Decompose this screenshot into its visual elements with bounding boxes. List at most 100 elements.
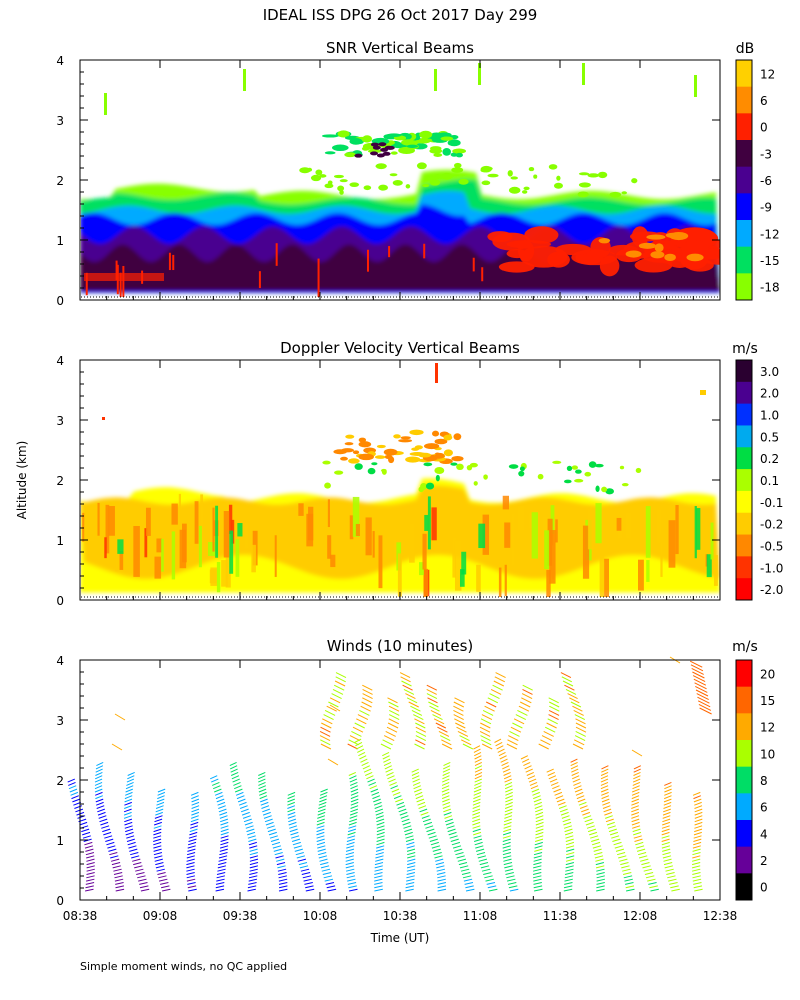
wind-barb [565,845,575,849]
wind-barb [248,875,258,879]
wind-barb [217,865,227,869]
doppler-streak [504,522,511,548]
wind-barb [239,805,248,809]
doppler-speckle [388,456,395,464]
colorbar-label: 20 [760,667,775,681]
wind-barb [247,888,256,892]
wind-barb [414,743,425,750]
wind-barb [691,862,701,866]
wind-barb [453,709,464,716]
wind-barb [663,798,672,803]
wind-barb [383,758,391,763]
wind-barb [474,841,483,846]
snr-speckle [392,179,403,186]
doppler-streak [604,558,610,597]
doppler-streak [638,559,644,591]
wind-barb [559,808,568,813]
snr-speckle [339,179,348,183]
wind-barb [115,885,125,889]
wind-barb [132,858,141,862]
wind-barb [375,815,384,819]
wind-barb [638,855,648,859]
wind-barb [437,878,446,882]
wind-barb [114,713,126,721]
wind-barb [124,821,133,826]
snr-echo-core [664,253,676,262]
wind-barb [240,808,249,813]
wind-barb [532,868,542,872]
doppler-streak [274,535,277,577]
wind-barb [476,852,486,856]
wind-barb [264,818,273,823]
wind-barb [458,862,468,866]
wind-barb [406,878,415,882]
wind-barb [405,838,415,842]
wind-barb [557,801,566,806]
wind-barb [374,865,383,869]
wind-barb [601,795,610,800]
snr-echo-core [650,251,665,259]
wind-barb [407,852,416,856]
wind-barb [503,818,512,823]
wind-barb [376,821,385,826]
snr-speckle [324,183,334,189]
wind-barb [595,862,605,866]
y-tick-label: 2 [56,474,64,488]
wind-barb [99,818,108,823]
snr-speckle [332,144,349,152]
wind-barb [218,808,227,813]
snr-colorbar-unit: dB [736,41,755,57]
wind-profile [257,771,288,892]
wind-barb [348,888,358,892]
wind-barb [186,862,195,866]
wind-barb [526,771,535,776]
wind-barb [523,761,531,767]
wind-barb [400,815,409,819]
wind-barb [521,693,533,700]
doppler-streak [198,525,202,568]
wind-barb [153,845,162,849]
wind-barb [437,888,447,892]
wind-barb [95,798,104,803]
wind-barb [376,835,385,839]
wind-barb [695,689,709,697]
wind-barb [691,868,701,872]
wind-barb [578,801,587,806]
wind-barb [422,818,431,823]
snr-speckle-column [694,75,697,97]
wind-barb [426,828,435,833]
colorbar-swatch [736,766,752,794]
wind-barb [661,828,670,833]
snr-speckle-column [434,69,437,91]
doppler-streak [330,554,336,568]
colorbar-swatch [736,490,752,514]
wind-barb [535,811,544,816]
wind-barb [380,743,392,750]
wind-barb [71,795,79,800]
wind-barb [293,845,302,849]
doppler-streak [215,505,219,558]
wind-barb [348,771,357,776]
wind-barb [633,765,642,770]
wind-barb [127,775,135,780]
wind-barb [391,788,400,793]
wind-barb [415,722,426,729]
wind-barb [157,788,166,793]
wind-barb [693,835,702,839]
wind-barb [596,875,605,879]
wind-barb [662,855,672,859]
wind-barb [618,855,627,859]
wind-barb [460,868,470,872]
wind-barb [278,878,288,882]
wind-barb [535,818,544,823]
wind-profile [691,791,703,892]
snr-speckle [480,165,492,173]
snr-speckle [435,174,440,179]
wind-barb [346,872,355,875]
wind-barb [356,718,367,725]
wind-barb [247,835,256,839]
doppler-speckle [418,452,432,458]
wind-barb [376,838,385,842]
wind-barb [696,693,709,701]
